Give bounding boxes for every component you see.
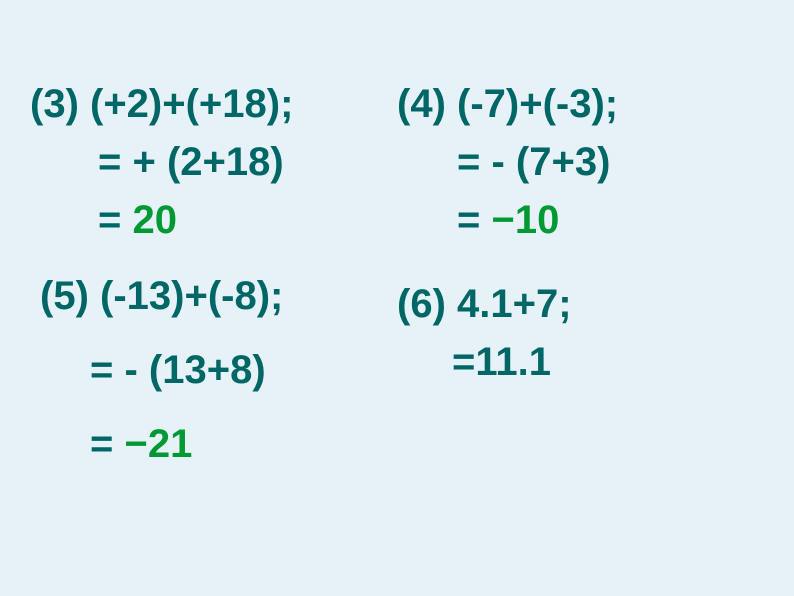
p6-expression: (6) 4.1+7; bbox=[397, 275, 764, 333]
p4-step: = - (7+3) bbox=[397, 133, 764, 191]
p4-equals: = bbox=[457, 198, 491, 242]
p5-expression: (5) (-13)+(-8); bbox=[40, 267, 397, 325]
problem-5: (5) (-13)+(-8); = - (13+8) = −21 bbox=[30, 267, 397, 491]
problem-3: (3) (+2)+(+18); = + (2+18) = 20 bbox=[30, 75, 397, 267]
p3-step: = + (2+18) bbox=[30, 133, 397, 191]
p3-expression: (3) (+2)+(+18); bbox=[30, 75, 397, 133]
p4-answer: −10 bbox=[491, 198, 559, 242]
p3-equals: = bbox=[98, 198, 132, 242]
p5-result-line: = −21 bbox=[40, 415, 397, 473]
p5-step: = - (13+8) bbox=[40, 341, 397, 399]
problem-4: (4) (-7)+(-3); = - (7+3) = −10 bbox=[397, 75, 764, 267]
p3-answer: 20 bbox=[132, 198, 177, 242]
p3-result-line: = 20 bbox=[30, 191, 397, 249]
p4-expression: (4) (-7)+(-3); bbox=[397, 75, 764, 133]
p5-answer: −21 bbox=[124, 422, 192, 466]
slide-container: (3) (+2)+(+18); = + (2+18) = 20 (4) (-7)… bbox=[0, 0, 794, 596]
row-top: (3) (+2)+(+18); = + (2+18) = 20 (4) (-7)… bbox=[30, 75, 764, 267]
p6-result: =11.1 bbox=[397, 333, 764, 391]
p5-equals: = bbox=[90, 422, 124, 466]
problem-6: (6) 4.1+7; =11.1 bbox=[397, 267, 764, 491]
row-bottom: (5) (-13)+(-8); = - (13+8) = −21 (6) 4.1… bbox=[30, 267, 764, 491]
p4-result-line: = −10 bbox=[397, 191, 764, 249]
